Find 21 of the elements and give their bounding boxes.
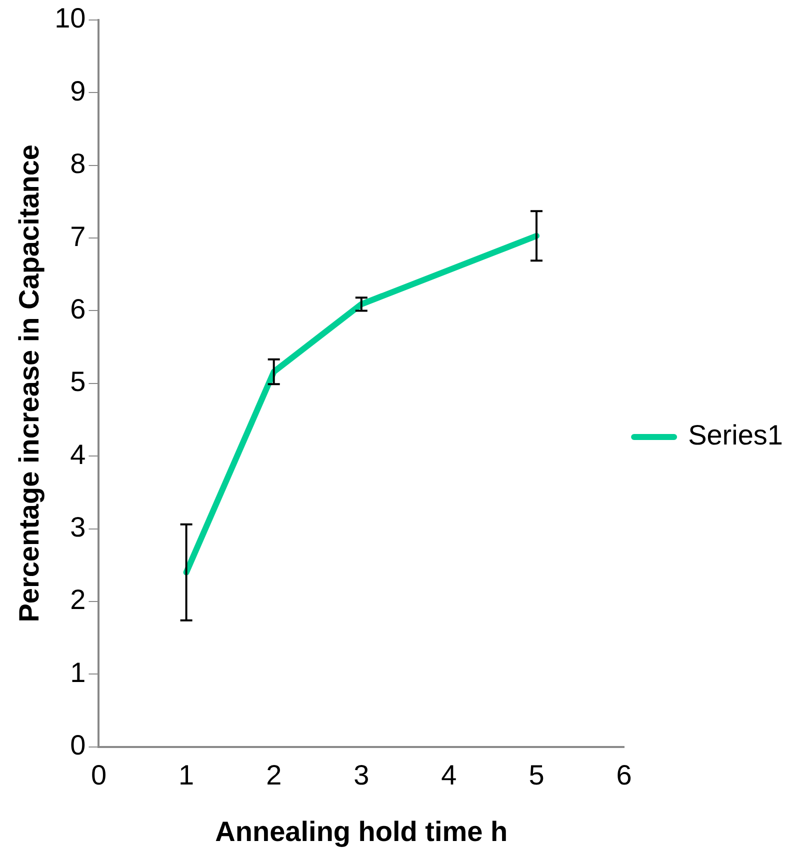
y-tick-label: 8 [70,148,86,180]
x-axis-title: Annealing hold time h [215,816,508,847]
y-axis-title: Percentage increase in Capacitance [14,144,45,622]
y-tick-label: 1 [70,656,86,688]
y-tick-label: 10 [54,2,86,34]
x-tick-label: 2 [266,759,282,790]
y-tick-label: 5 [70,366,86,398]
y-tick-label: 4 [70,438,86,470]
x-tick-label: 4 [441,759,457,790]
x-tick-label: 3 [354,759,370,790]
y-tick-label: 9 [70,75,86,106]
y-tick-label: 2 [70,584,86,616]
x-tick-label: 1 [178,759,194,790]
x-tick-label: 6 [616,759,632,790]
y-tick-label: 3 [70,511,86,542]
y-tick-label: 6 [70,293,86,324]
x-tick-label: 5 [528,759,544,790]
y-tick-label: 0 [70,730,86,761]
x-tick-label: 0 [90,759,107,790]
y-tick-label: 7 [70,220,86,252]
legend-label: Series1 [688,420,783,451]
